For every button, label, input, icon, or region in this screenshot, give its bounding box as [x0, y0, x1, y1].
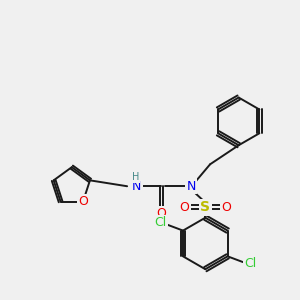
Text: N: N — [132, 180, 141, 193]
Text: S: S — [200, 200, 210, 214]
Text: O: O — [179, 201, 189, 214]
Text: H: H — [132, 172, 140, 182]
Text: O: O — [157, 207, 166, 220]
Text: Cl: Cl — [154, 217, 166, 230]
Text: O: O — [78, 195, 88, 208]
Text: O: O — [221, 201, 231, 214]
Text: N: N — [186, 180, 196, 193]
Text: Cl: Cl — [244, 257, 256, 271]
